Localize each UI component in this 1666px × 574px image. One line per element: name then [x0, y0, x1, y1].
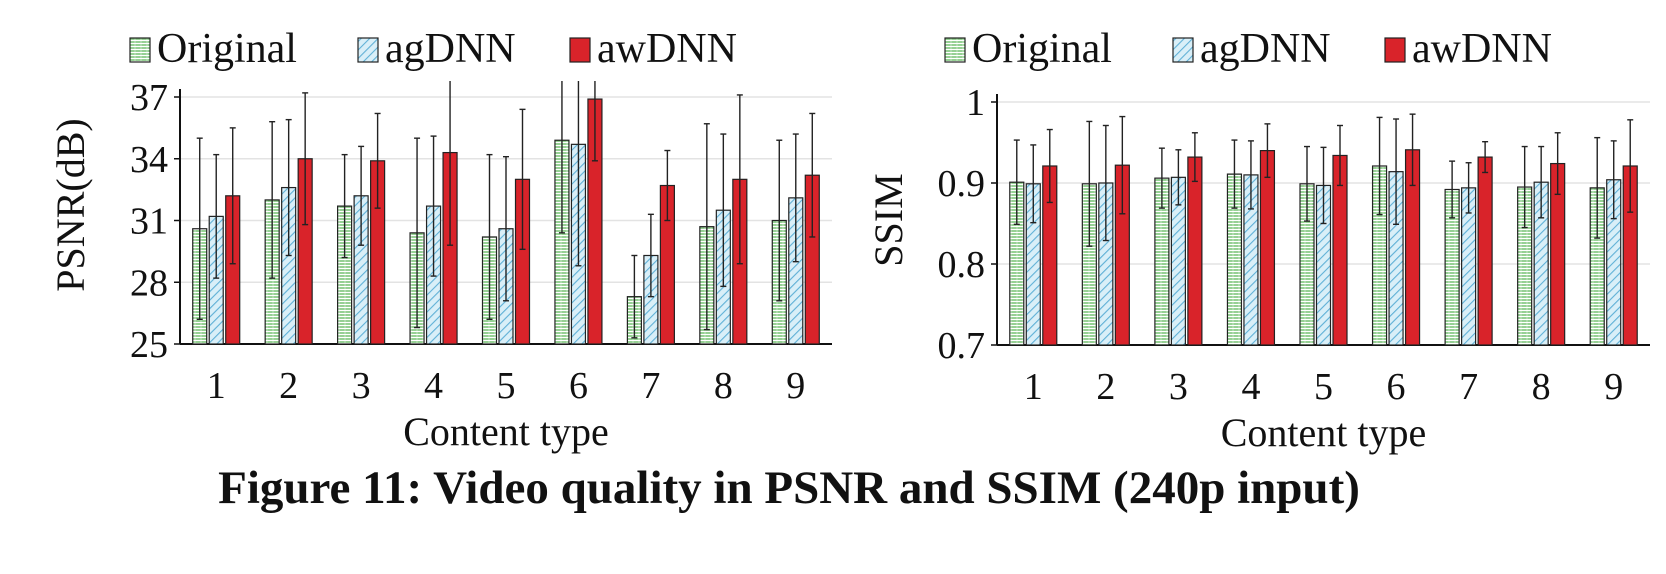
legend-label-original: Original	[972, 26, 1112, 72]
legend-swatch-agdnn	[1172, 37, 1194, 63]
legend-label-agdnn: agDNN	[1200, 26, 1331, 72]
y-tick-label: 0.9	[938, 163, 986, 205]
x-tick-label: 7	[641, 365, 660, 407]
x-tick-label: 3	[352, 365, 371, 407]
y-tick-label: 25	[130, 324, 168, 366]
legend-label-awdnn: awDNN	[597, 26, 737, 72]
x-axis-label: Content type	[403, 409, 609, 454]
x-tick-label: 6	[569, 365, 588, 407]
legend-label-awdnn: awDNN	[1412, 26, 1552, 72]
y-axis-label: PSNR(dB)	[48, 118, 93, 291]
ssim-chart: 0.7 0.8 0.9 1 1 2 3 4 5 6 7 8 9 Content type SSIM Origi…	[866, 26, 1650, 455]
y-tick-label: 0.8	[938, 244, 986, 286]
x-tick-label: 7	[1459, 366, 1478, 408]
y-axis-label: SSIM	[866, 173, 911, 266]
bar-awdnn-3	[1187, 156, 1203, 346]
x-tick-label: 3	[1169, 366, 1188, 408]
x-tick-label: 4	[424, 365, 443, 407]
y-tick-label: 28	[130, 262, 168, 304]
x-tick-label: 2	[279, 365, 298, 407]
x-tick-label: 1	[1024, 366, 1043, 408]
bar-awdnn-4	[1259, 150, 1276, 346]
legend-swatch-original	[944, 37, 966, 63]
legend: Original agDNN awDNN	[129, 26, 737, 72]
figure-caption: Figure 11: Video quality in PSNR and SSI…	[218, 462, 1360, 514]
x-tick-label: 2	[1096, 366, 1115, 408]
y-tick-label: 0.7	[938, 325, 986, 367]
x-tick-label: 8	[1532, 366, 1551, 408]
x-tick-label: 1	[207, 365, 226, 407]
x-tick-label: 4	[1241, 366, 1260, 408]
x-axis-label: Content type	[1221, 410, 1427, 455]
x-tick-label: 6	[1387, 366, 1406, 408]
y-tick-label: 34	[130, 139, 168, 181]
legend: Original agDNN awDNN	[944, 26, 1552, 72]
x-tick-label: 8	[714, 365, 733, 407]
x-tick-label: 9	[786, 365, 805, 407]
legend-swatch-original	[129, 37, 151, 63]
legend-swatch-awdnn	[569, 37, 591, 63]
legend-swatch-awdnn	[1384, 37, 1406, 63]
legend-label-original: Original	[157, 26, 297, 72]
bar-awdnn-7	[1477, 156, 1493, 346]
y-tick-label: 1	[966, 82, 985, 124]
x-tick-label: 5	[1314, 366, 1333, 408]
x-tick-label: 9	[1604, 366, 1623, 408]
legend-swatch-agdnn	[357, 37, 379, 63]
y-tick-label: 31	[130, 201, 168, 243]
legend-label-agdnn: agDNN	[385, 26, 516, 72]
x-tick-label: 5	[497, 365, 516, 407]
y-tick-label: 37	[130, 77, 168, 119]
